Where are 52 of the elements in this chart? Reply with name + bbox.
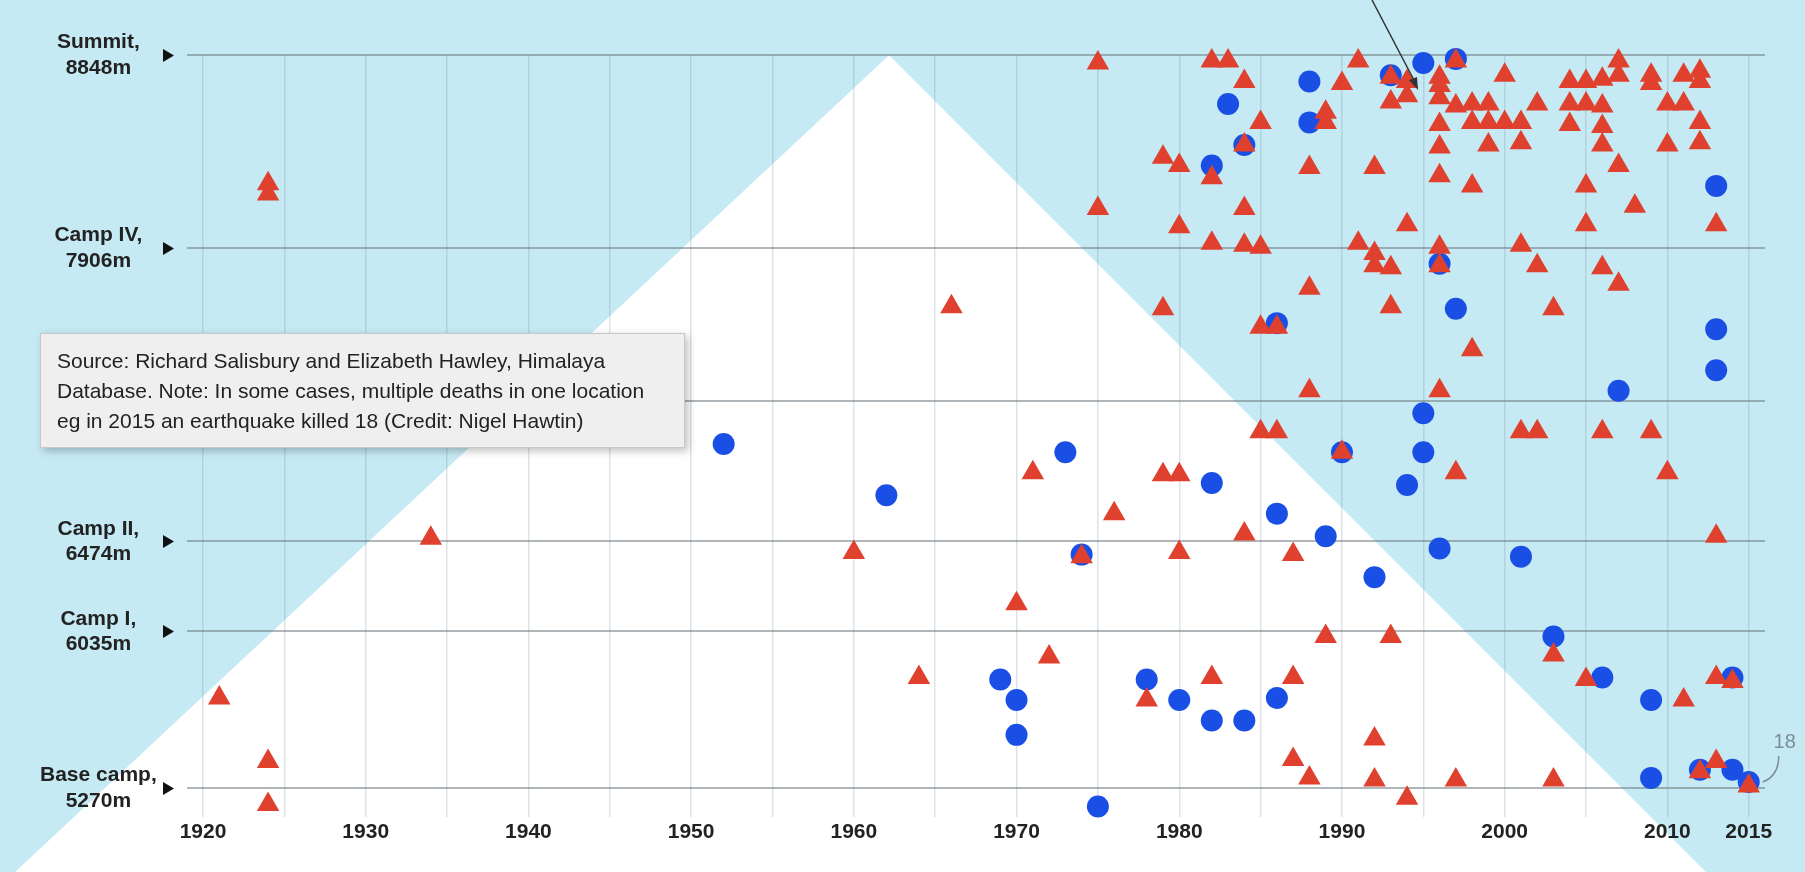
x-tick-label: 1970 bbox=[993, 819, 1040, 843]
point bbox=[1086, 795, 1109, 818]
point bbox=[1640, 766, 1663, 789]
x-tick-label: 2000 bbox=[1481, 819, 1529, 843]
point bbox=[1233, 709, 1256, 732]
x-tick-label: 1920 bbox=[179, 819, 227, 843]
point bbox=[1542, 625, 1565, 648]
point bbox=[1721, 758, 1744, 781]
point bbox=[1607, 379, 1630, 402]
point bbox=[875, 484, 898, 507]
point bbox=[1265, 686, 1288, 709]
x-tick-label: 1990 bbox=[1318, 819, 1366, 843]
point bbox=[1168, 689, 1191, 712]
y-tick-label: Summit, 8848m bbox=[56, 29, 140, 78]
x-tick-label: 2010 bbox=[1644, 819, 1691, 843]
point bbox=[1640, 689, 1663, 712]
y-tick-label: Camp II, 6474m bbox=[57, 515, 140, 564]
point bbox=[1412, 402, 1435, 425]
point bbox=[1054, 441, 1077, 464]
annotation: 18 bbox=[1773, 729, 1796, 752]
point bbox=[1591, 666, 1614, 689]
point bbox=[1412, 51, 1435, 74]
x-tick-label: 1940 bbox=[505, 819, 552, 843]
point bbox=[1005, 723, 1028, 746]
point bbox=[1396, 473, 1419, 496]
point bbox=[1705, 174, 1728, 197]
x-tick-label: 1950 bbox=[667, 819, 715, 843]
point bbox=[1200, 709, 1223, 732]
point bbox=[989, 668, 1012, 691]
y-tick-label: Camp I, 6035m bbox=[60, 605, 137, 654]
annotation: Source: Richard Salisbury and Elizabeth Hawley, Himalaya Database. Note: In some cases, multiple deaths in one location eg in 2015 an earthquake killed 18 (Credit: Nigel Hawtin) bbox=[40, 333, 685, 449]
point bbox=[1705, 359, 1728, 382]
point bbox=[1217, 92, 1240, 115]
point bbox=[1314, 525, 1337, 548]
point bbox=[1298, 70, 1321, 93]
y-tick-label: Camp IV, 7906m bbox=[54, 222, 143, 271]
x-tick-label: 2015 bbox=[1725, 819, 1773, 843]
x-tick-label: 1930 bbox=[342, 819, 390, 843]
point bbox=[1428, 537, 1451, 560]
point bbox=[1412, 441, 1435, 464]
y-tick-label: Base camp, 5270m bbox=[40, 762, 157, 811]
x-tick-label: 1980 bbox=[1155, 819, 1203, 843]
point bbox=[1200, 471, 1223, 494]
point bbox=[1444, 297, 1467, 320]
point bbox=[1135, 668, 1158, 691]
point bbox=[1005, 689, 1028, 712]
point bbox=[712, 432, 735, 455]
x-tick-label: 1960 bbox=[830, 819, 878, 843]
point bbox=[1363, 566, 1386, 589]
point bbox=[1705, 318, 1728, 341]
point bbox=[1509, 545, 1532, 568]
point bbox=[1265, 502, 1288, 525]
